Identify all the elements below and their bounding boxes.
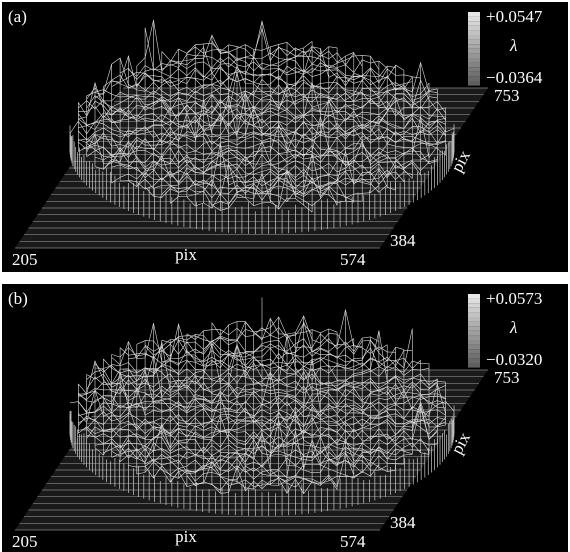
x-axis-min: 205 <box>12 532 38 551</box>
x-axis-label: pix <box>175 527 197 546</box>
colorbar-step <box>468 21 480 26</box>
colorbar-step <box>468 30 480 35</box>
colorbar-step <box>468 81 480 86</box>
colorbar-symbol: λ <box>509 318 517 337</box>
y-axis-min: 384 <box>390 231 416 250</box>
colorbar-step <box>468 62 480 68</box>
colorbar-step <box>468 358 480 363</box>
y-axis-min: 384 <box>390 513 416 532</box>
colorbar-step <box>468 363 480 368</box>
x-axis-max: 574 <box>340 532 366 551</box>
colorbar-step <box>468 58 480 63</box>
colorbar-max: +0.0547 <box>486 7 543 26</box>
y-axis-max: 753 <box>494 368 520 387</box>
colorbar-step <box>468 44 480 49</box>
colorbar-step <box>468 317 480 322</box>
colorbar-step <box>468 76 480 81</box>
colorbar-step <box>468 16 480 22</box>
colorbar-step <box>468 12 480 17</box>
colorbar-symbol: λ <box>509 36 517 55</box>
colorbar-min: −0.0364 <box>486 68 543 87</box>
colorbar-step <box>468 303 480 308</box>
colorbar-step <box>468 307 480 313</box>
colorbar-step <box>468 298 480 304</box>
y-axis-max: 753 <box>494 86 520 105</box>
colorbar-step <box>468 312 480 317</box>
colorbar-step <box>468 53 480 58</box>
colorbar-step <box>468 48 480 54</box>
colorbar-step <box>468 35 480 40</box>
colorbar-min: −0.0320 <box>486 350 542 369</box>
x-axis-min: 205 <box>12 250 38 269</box>
colorbar-step <box>468 330 480 336</box>
x-axis-label: pix <box>175 245 197 264</box>
colorbar-step <box>468 353 480 359</box>
colorbar-step <box>468 294 480 299</box>
colorbar-step <box>468 71 480 77</box>
colorbar-step <box>468 25 480 31</box>
colorbar-step <box>468 39 480 45</box>
colorbar-step <box>468 326 480 331</box>
colorbar-step <box>468 349 480 354</box>
colorbar-step <box>468 67 480 72</box>
colorbar-step <box>468 340 480 345</box>
colorbar-max: +0.0573 <box>486 289 542 308</box>
panel-label: (a) <box>8 7 27 26</box>
colorbar-step <box>468 335 480 340</box>
x-axis-max: 574 <box>340 250 366 269</box>
colorbar-step <box>468 321 480 327</box>
colorbar-step <box>468 344 480 350</box>
panel-label: (b) <box>8 289 28 308</box>
